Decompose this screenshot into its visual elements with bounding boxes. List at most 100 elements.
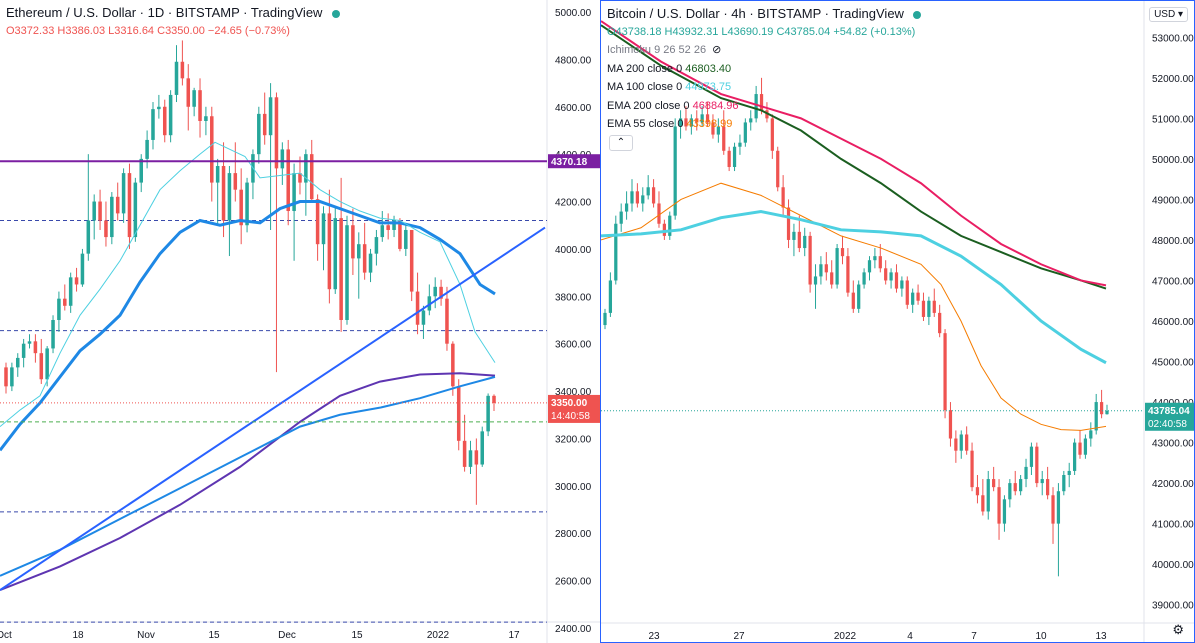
candle-body xyxy=(262,113,267,136)
candle-body xyxy=(1099,402,1104,415)
candle-body xyxy=(151,109,155,140)
candle-body xyxy=(792,231,796,240)
candle-body xyxy=(889,272,893,281)
currency-label: USD xyxy=(1154,9,1176,20)
ma-slow-line xyxy=(0,372,496,592)
candle-body xyxy=(333,218,338,290)
eth-chart-pane[interactable]: 5000.004800.004600.004400.004200.004000.… xyxy=(0,0,600,643)
price-tick-label: 3800.00 xyxy=(555,292,592,303)
candle-body xyxy=(738,142,742,147)
candle-body xyxy=(641,195,645,204)
candle-body xyxy=(127,173,132,238)
candle-body xyxy=(878,256,882,269)
bar-countdown-label: 02:40:58 xyxy=(1148,419,1187,430)
time-tick-label: 15 xyxy=(351,630,363,641)
indicator-value: 43398.99 xyxy=(683,118,733,130)
candle-body xyxy=(835,248,839,285)
last-price-label: 43785.04 xyxy=(1148,406,1190,417)
candle-body xyxy=(932,300,936,313)
candle-body xyxy=(911,292,915,305)
candle-body xyxy=(1105,410,1109,415)
candle-body xyxy=(4,367,8,387)
candle-body xyxy=(174,61,179,95)
currency-button[interactable]: USD ▾ xyxy=(1149,7,1188,22)
time-tick-label: Oct xyxy=(0,630,12,641)
btc-ohlc: O43738.18 H43932.31 L43690.19 C43785.04 … xyxy=(607,23,921,41)
eth-ohlc: O3372.33 H3386.03 L3316.64 C3350.00 −24.… xyxy=(6,22,340,40)
candle-body xyxy=(646,187,650,196)
candle-body xyxy=(286,149,290,212)
ma-200-line xyxy=(0,375,496,577)
hidden-eye-icon[interactable]: ⊘ xyxy=(712,44,722,56)
candle-body xyxy=(668,215,672,236)
candle-body xyxy=(819,264,823,277)
price-tick-label: 48000.00 xyxy=(1152,236,1194,247)
candle-body xyxy=(133,182,138,238)
eth-close: C3350.00 xyxy=(157,25,205,37)
trendline xyxy=(0,226,546,591)
candle-body xyxy=(433,286,437,297)
indicator-row[interactable]: EMA 55 close 0 43398.99 xyxy=(607,115,921,134)
candle-body xyxy=(245,182,249,226)
price-tick-label: 39000.00 xyxy=(1152,601,1194,612)
candle-body xyxy=(921,300,926,317)
candle-body xyxy=(808,235,812,285)
candle-body xyxy=(1094,402,1098,431)
indicator-name: Ichimoku 9 26 52 26 xyxy=(607,44,707,56)
candle-body xyxy=(651,187,656,204)
candle-body xyxy=(462,440,467,467)
candle-body xyxy=(743,122,747,143)
eth-chart-canvas[interactable]: 5000.004800.004600.004400.004200.004000.… xyxy=(0,0,600,643)
candle-body xyxy=(392,220,396,230)
time-tick-label: 23 xyxy=(648,631,660,642)
indicator-row[interactable]: MA 200 close 0 46803.40 xyxy=(607,60,921,79)
candle-body xyxy=(386,225,390,230)
candle-body xyxy=(624,203,629,212)
candle-body xyxy=(824,264,828,273)
candle-body xyxy=(813,276,818,285)
btc-chart-canvas[interactable]: 53000.00 52000.00 51000.00 50000.00 49000.00… xyxy=(601,1,1195,643)
btc-close: C43785.04 xyxy=(776,26,831,38)
candle-body xyxy=(689,118,693,127)
eth-high: H3386.03 xyxy=(57,25,106,37)
candle-body xyxy=(180,61,185,79)
candle-body xyxy=(339,218,343,320)
candle-body xyxy=(927,300,931,317)
btc-change: +54.82 (+0.13%) xyxy=(833,26,916,38)
time-tick-label: 15 xyxy=(208,630,220,641)
indicator-row[interactable]: MA 100 close 0 44973.75 xyxy=(607,78,921,97)
candle-body xyxy=(198,90,202,121)
candle-body xyxy=(45,348,49,380)
ema-200-line xyxy=(601,20,1107,287)
candle-body xyxy=(1008,483,1012,500)
candle-body xyxy=(754,94,758,119)
time-tick-label: Dec xyxy=(278,630,296,641)
indicator-row[interactable]: Ichimoku 9 26 52 26 ⊘ xyxy=(607,41,921,60)
candle-body xyxy=(51,320,55,349)
candle-body xyxy=(233,173,238,190)
btc-indicator-list: Ichimoku 9 26 52 26 ⊘ MA 200 close 0 46803… xyxy=(607,41,921,134)
price-tick-label: 2800.00 xyxy=(555,529,592,540)
candle-body xyxy=(678,118,683,127)
time-tick-label: 27 xyxy=(733,631,745,642)
collapse-legend-button[interactable]: ⌃ xyxy=(609,135,633,151)
price-tick-label: 4800.00 xyxy=(555,55,592,66)
candle-body xyxy=(74,277,79,285)
candle-body xyxy=(975,487,980,496)
time-tick-label: 17 xyxy=(508,630,520,641)
candle-body xyxy=(1024,466,1028,480)
candle-body xyxy=(900,280,904,289)
candle-body xyxy=(840,248,845,257)
price-tick-label: 4000.00 xyxy=(555,245,592,256)
indicator-name: MA 100 close 0 xyxy=(607,81,683,93)
indicator-row[interactable]: EMA 200 close 0 46884.96 xyxy=(607,97,921,116)
gear-icon[interactable]: ⚙ xyxy=(1172,622,1184,637)
candle-body xyxy=(57,298,61,320)
price-tick-label: 3400.00 xyxy=(555,387,592,398)
candle-body xyxy=(274,97,279,169)
hline-price-label: 4370.18 xyxy=(551,157,588,168)
candle-body xyxy=(374,237,379,254)
btc-chart-pane[interactable]: 53000.00 52000.00 51000.00 50000.00 49000.00… xyxy=(600,0,1195,643)
candle-body xyxy=(315,199,320,245)
candle-body xyxy=(221,166,226,221)
